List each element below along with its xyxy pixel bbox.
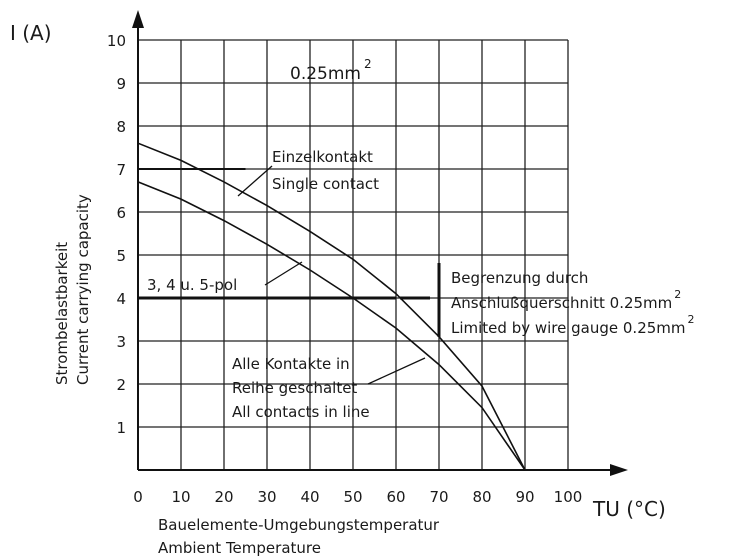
wire-limit-label-en: Limited by wire gauge 0.25mm 2	[451, 313, 695, 337]
axes	[132, 10, 628, 476]
y-tick-label: 7	[116, 161, 126, 179]
leader-lines	[237, 165, 426, 385]
curve-single	[138, 142, 526, 470]
x-tick-label: 30	[257, 488, 276, 506]
wire-label: 0.25mm 2	[290, 57, 372, 84]
x-tick-label: 80	[472, 488, 491, 506]
limit-lines	[138, 168, 441, 337]
leader-all	[367, 357, 426, 385]
series-all-label-en: All contacts in line	[232, 403, 370, 421]
y-tick-label: 1	[116, 419, 126, 437]
x-tick-label: 70	[429, 488, 448, 506]
y-tick-label: 8	[116, 118, 126, 136]
x-tick-label: 10	[171, 488, 190, 506]
y-axis-arrow	[132, 10, 144, 28]
series-single-label-de: Einzelkontakt	[272, 148, 373, 166]
ylabel-en: Current carrying capacity	[74, 194, 92, 385]
y-tick-label: 4	[116, 290, 126, 308]
xlabel-de: Bauelemente-Umgebungstemperatur	[158, 516, 440, 534]
series-all-label-de-2: Reihe geschaltet	[232, 379, 357, 397]
x-axis-arrow	[610, 464, 628, 476]
y-tick-label: 2	[116, 376, 126, 394]
y-tick-label: 10	[107, 32, 126, 50]
ylabel-de: Strombelastbarkeit	[53, 242, 71, 385]
x-tick-label: 50	[343, 488, 362, 506]
xlabel-en: Ambient Temperature	[158, 539, 321, 557]
wire-limit-label-de-1: Begrenzung durch	[451, 269, 588, 287]
y-tick-label: 5	[116, 247, 126, 265]
wire-limit-label-de-2: Anschlußquerschnitt 0.25mm 2	[451, 288, 681, 312]
x-tick-label: 0	[133, 488, 143, 506]
leader-multi	[264, 261, 303, 286]
x-tick-label: 20	[214, 488, 233, 506]
leader-single	[237, 165, 273, 197]
curves	[138, 142, 526, 470]
y-tick-label: 9	[116, 75, 126, 93]
x-tick-label: 100	[554, 488, 583, 506]
curve-all	[138, 181, 526, 470]
y-tick-label: 6	[116, 204, 126, 222]
x-tick-label: 40	[300, 488, 319, 506]
series-single-label-en: Single contact	[272, 175, 379, 193]
x-tick-label: 90	[515, 488, 534, 506]
series-all-label-de-1: Alle Kontakte in	[232, 355, 350, 373]
tick-labels: 0 10 20 30 40 50 60 70 80 90 100 1 2 3 4 5 6 7 8 9 10	[107, 32, 582, 506]
multi-pole-label: 3, 4 u. 5-pol	[147, 276, 237, 294]
x-unit-label: TU (°C)	[592, 497, 666, 521]
y-tick-label: 3	[116, 333, 126, 351]
x-tick-label: 60	[386, 488, 405, 506]
y-unit-label: I (A)	[10, 21, 52, 45]
